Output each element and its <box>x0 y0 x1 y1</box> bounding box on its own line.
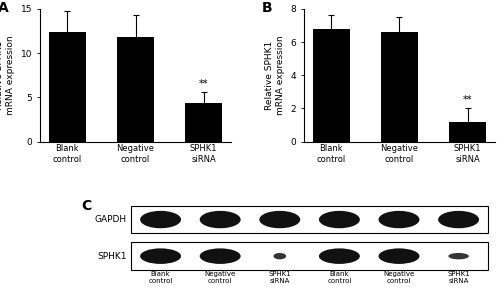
Bar <box>131 242 488 270</box>
Text: Negative
control: Negative control <box>384 271 414 283</box>
Bar <box>131 206 488 233</box>
Bar <box>48 32 86 142</box>
Text: **: ** <box>199 79 208 89</box>
Text: **: ** <box>463 95 472 105</box>
Text: Blank
control: Blank control <box>148 271 173 283</box>
Ellipse shape <box>378 248 420 264</box>
Ellipse shape <box>378 211 420 228</box>
Ellipse shape <box>438 211 479 228</box>
Ellipse shape <box>319 211 360 228</box>
Text: SPHK1
siRNA: SPHK1 siRNA <box>447 271 470 283</box>
Ellipse shape <box>140 211 181 228</box>
Ellipse shape <box>274 253 286 259</box>
Text: SPHK1
siRNA: SPHK1 siRNA <box>268 271 291 283</box>
Ellipse shape <box>260 211 300 228</box>
Y-axis label: Relative SPHK1
mRNA expression: Relative SPHK1 mRNA expression <box>0 35 16 115</box>
Bar <box>117 37 154 142</box>
Bar <box>380 32 418 142</box>
Text: Blank
control: Blank control <box>327 271 351 283</box>
Ellipse shape <box>200 211 240 228</box>
Ellipse shape <box>200 248 240 264</box>
Ellipse shape <box>140 248 181 264</box>
Text: B: B <box>262 1 272 15</box>
Text: C: C <box>81 199 91 212</box>
Bar <box>312 29 350 142</box>
Bar <box>449 122 486 142</box>
Bar <box>185 103 222 142</box>
Text: A: A <box>0 1 8 15</box>
Text: GAPDH: GAPDH <box>94 215 126 224</box>
Ellipse shape <box>448 253 469 259</box>
Y-axis label: Relative SPHK1
mRNA expression: Relative SPHK1 mRNA expression <box>265 35 285 115</box>
Text: Negative
control: Negative control <box>204 271 236 283</box>
Ellipse shape <box>319 248 360 264</box>
Text: SPHK1: SPHK1 <box>97 252 126 261</box>
